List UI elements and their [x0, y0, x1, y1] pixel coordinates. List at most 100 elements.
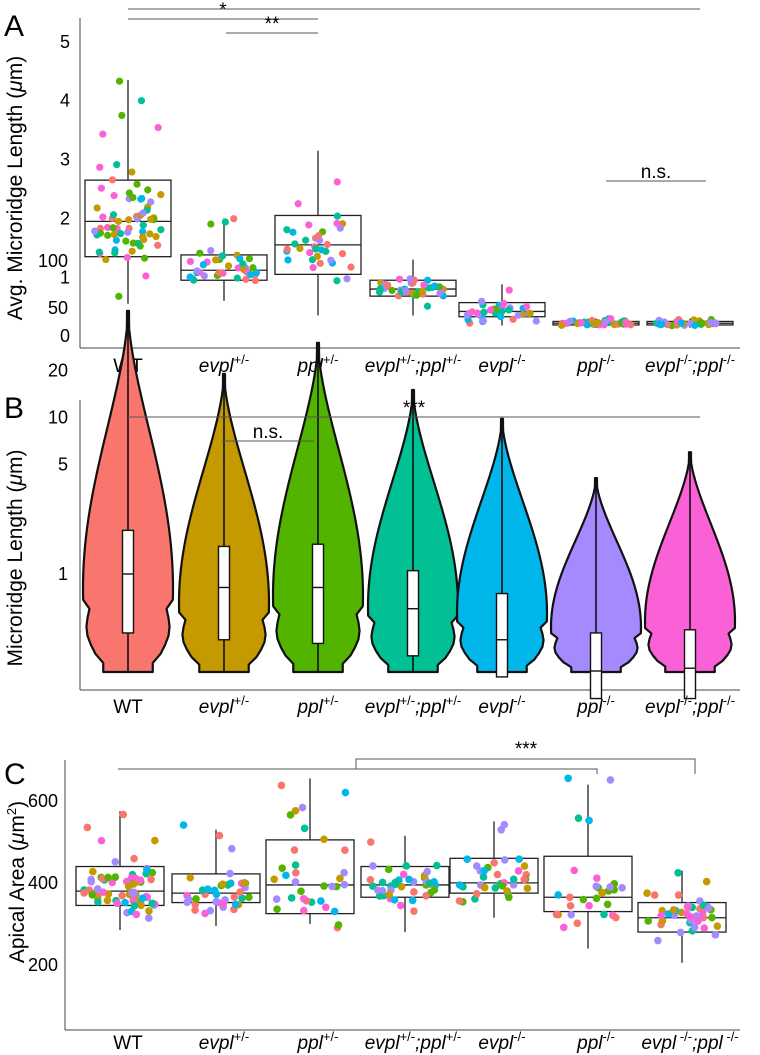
- data-point: [192, 895, 200, 903]
- data-point: [566, 317, 574, 325]
- data-point: [316, 259, 324, 267]
- data-point: [520, 862, 529, 870]
- y-axis-label-unit: μ: [4, 80, 27, 93]
- data-point: [219, 252, 227, 260]
- data-point: [491, 884, 500, 892]
- data-point: [302, 236, 310, 244]
- data-point: [388, 286, 396, 295]
- x-tick-name: ;ppl: [415, 1033, 446, 1054]
- data-point: [463, 855, 471, 863]
- data-point: [96, 163, 104, 171]
- data-point: [585, 816, 593, 825]
- data-point: [204, 885, 212, 893]
- panel-letter-a: A: [4, 10, 24, 43]
- data-point: [227, 844, 236, 853]
- data-point: [110, 191, 118, 200]
- data-point: [113, 161, 121, 169]
- x-tick-label: evpl+/-;ppl+/-: [365, 1029, 462, 1054]
- data-point: [334, 921, 343, 929]
- x-tick-name: evpl: [199, 356, 235, 377]
- data-point: [210, 886, 219, 895]
- data-point: [369, 862, 377, 870]
- data-point: [330, 907, 339, 916]
- data-point: [592, 894, 601, 903]
- y-tick-label-a: 5: [60, 32, 70, 52]
- sig-bar-ppl-dko-label: n.s.: [641, 162, 672, 183]
- x-tick-sup: +/-: [446, 693, 462, 708]
- x-tick-name: ;ppl: [415, 697, 446, 718]
- data-point: [320, 835, 328, 844]
- data-point: [206, 906, 215, 915]
- data-point: [479, 873, 488, 881]
- y-tick-label-a: 0: [60, 326, 70, 346]
- data-point: [109, 224, 117, 232]
- x-tick-label: evpl-/-: [478, 693, 525, 718]
- data-point: [677, 319, 685, 327]
- y-tick-label-b: 20: [48, 360, 68, 380]
- data-point: [292, 869, 300, 877]
- x-tick-name: WT: [113, 1033, 143, 1054]
- data-point: [410, 907, 418, 916]
- data-point: [242, 275, 250, 283]
- data-point: [143, 865, 151, 874]
- data-point: [103, 223, 112, 232]
- data-point: [376, 285, 384, 293]
- data-point: [88, 891, 97, 899]
- data-point: [385, 890, 394, 899]
- panel-a: A Avg. Microridge Length (μm) 012345****…: [4, 0, 740, 377]
- data-point: [236, 888, 244, 896]
- panel-b: B Microridge Length (μm) 15102050100n.s.…: [4, 251, 740, 718]
- data-point: [199, 261, 207, 269]
- data-point: [340, 868, 348, 877]
- data-point: [152, 232, 160, 241]
- data-point: [564, 774, 572, 783]
- y-tick-label-b: 50: [48, 298, 68, 318]
- data-point: [479, 317, 488, 325]
- data-point: [674, 868, 682, 877]
- data-point: [712, 319, 720, 327]
- x-tick-sup: -/-: [723, 693, 735, 708]
- data-point: [103, 896, 112, 905]
- data-point: [570, 866, 579, 875]
- x-tick-name: evpl: [645, 697, 681, 718]
- data-point: [129, 193, 137, 202]
- data-point: [478, 297, 486, 305]
- data-point: [436, 289, 444, 297]
- x-tick-name: ppl: [576, 356, 603, 377]
- data-point: [291, 240, 299, 248]
- data-point: [122, 237, 130, 245]
- data-point: [327, 256, 335, 264]
- sig-bar-wt-dko-label: ***: [403, 0, 426, 11]
- data-point: [294, 200, 302, 208]
- data-point: [622, 320, 630, 328]
- y-axis-label-part: m: [6, 815, 29, 833]
- x-tick-sup: +/-: [323, 1029, 339, 1044]
- data-point: [291, 861, 300, 869]
- data-point: [111, 873, 120, 881]
- x-tick-name: ;ppl: [415, 356, 446, 377]
- data-point: [606, 776, 615, 784]
- data-point: [179, 821, 188, 829]
- data-point: [514, 867, 523, 875]
- data-point: [698, 319, 706, 327]
- x-tick-name: ;ppl: [692, 1033, 723, 1054]
- data-point: [577, 319, 586, 327]
- x-tick-label: evpl+/-: [199, 693, 249, 718]
- y-axis-label-part: ): [6, 801, 29, 808]
- y-axis-label-sup: 2: [4, 808, 19, 815]
- data-point: [109, 211, 118, 219]
- data-point: [297, 887, 305, 896]
- data-point: [154, 124, 162, 132]
- data-point: [290, 846, 299, 854]
- x-tick-sup: +/-: [446, 1029, 462, 1044]
- data-point: [186, 873, 195, 882]
- x-tick-label: evpl -/-;ppl -/-: [641, 1029, 738, 1054]
- data-point: [395, 275, 404, 283]
- x-tick-name: evpl: [365, 356, 401, 377]
- x-tick-sup: +/-: [400, 352, 416, 367]
- data-point: [157, 191, 165, 199]
- data-point: [338, 250, 347, 258]
- data-point: [412, 291, 421, 299]
- data-point: [322, 247, 330, 255]
- data-point: [654, 936, 662, 945]
